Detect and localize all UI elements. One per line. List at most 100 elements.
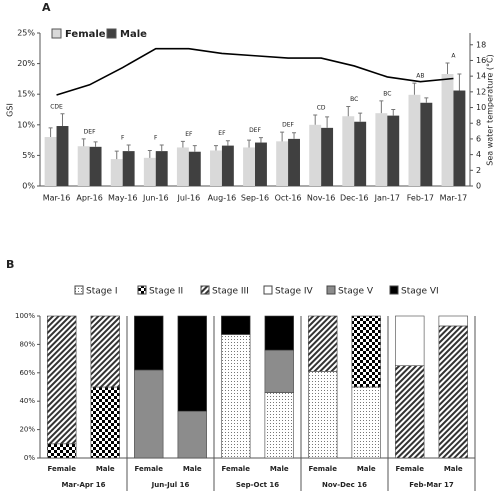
error-bar bbox=[379, 100, 384, 114]
error-bar bbox=[292, 132, 297, 139]
x-tick-label: Jul-16 bbox=[176, 194, 200, 203]
y-tick-label: 80% bbox=[19, 340, 35, 348]
y2-tick-label: 6 bbox=[476, 134, 481, 143]
bar-segment bbox=[47, 315, 77, 445]
error-bar bbox=[412, 82, 417, 95]
x-tick-label: Female bbox=[396, 465, 425, 473]
significance-label: DEF bbox=[282, 122, 294, 129]
y-tick-label: 15% bbox=[17, 90, 35, 99]
bar bbox=[210, 150, 222, 186]
error-bar bbox=[313, 114, 318, 125]
x-tick-label: Jun-16 bbox=[142, 194, 169, 203]
error-bar bbox=[48, 127, 53, 138]
bar-segment bbox=[308, 371, 338, 459]
y-tick-label: 0% bbox=[24, 454, 35, 462]
legend-label: Stage III bbox=[212, 287, 249, 297]
bar bbox=[255, 142, 267, 186]
error-bar bbox=[346, 105, 351, 117]
error-bar bbox=[247, 139, 252, 148]
significance-label: EF bbox=[185, 131, 193, 138]
x-tick-label: Dec-16 bbox=[340, 194, 369, 203]
y-tick-label: 0% bbox=[22, 182, 35, 191]
group-label: Sep-Oct 16 bbox=[236, 481, 279, 489]
bar-segment bbox=[47, 443, 77, 459]
x-tick-label: Male bbox=[96, 465, 115, 473]
error-bar bbox=[126, 144, 131, 152]
error-bar bbox=[192, 145, 197, 152]
x-tick-label: Male bbox=[444, 465, 463, 473]
x-tick-label: Female bbox=[222, 465, 251, 473]
legend-label: Stage V bbox=[338, 287, 374, 297]
error-bar bbox=[445, 62, 450, 75]
error-bar bbox=[81, 138, 86, 147]
y-tick-label: 40% bbox=[19, 397, 35, 405]
bar bbox=[110, 159, 123, 186]
bar bbox=[122, 151, 135, 186]
significance-label: F bbox=[154, 134, 158, 141]
error-bar bbox=[180, 140, 185, 148]
error-bar bbox=[225, 140, 230, 146]
bar bbox=[342, 116, 355, 186]
x-tick-label: Female bbox=[135, 465, 164, 473]
y-axis-label: GSI bbox=[6, 103, 15, 117]
bar bbox=[89, 146, 102, 186]
x-tick-label: Nov-16 bbox=[307, 194, 335, 203]
y2-tick-label: 0 bbox=[476, 182, 481, 191]
significance-label: CD bbox=[317, 105, 326, 112]
y2-tick-label: 8 bbox=[476, 119, 481, 128]
error-bar bbox=[93, 141, 98, 147]
bar-segment bbox=[134, 315, 164, 371]
legend-label: Stage IV bbox=[275, 287, 314, 297]
panel-label: A bbox=[42, 1, 51, 14]
bar-segment bbox=[264, 392, 294, 459]
y2-axis-label: Sea water temperature (°C) bbox=[486, 54, 495, 165]
x-tick-label: Oct-16 bbox=[275, 194, 302, 203]
bar-segment bbox=[308, 315, 338, 372]
bar-segment bbox=[221, 334, 251, 459]
bar bbox=[420, 102, 433, 186]
legend-label: Stage VI bbox=[401, 287, 439, 297]
bar-segment bbox=[438, 325, 468, 459]
error-bar bbox=[424, 97, 429, 103]
legend-label: Male bbox=[120, 29, 147, 40]
bar bbox=[44, 137, 57, 186]
legend-swatch bbox=[200, 285, 210, 295]
temperature-line bbox=[56, 47, 454, 96]
bar-segment bbox=[134, 369, 164, 459]
bar bbox=[354, 121, 367, 186]
error-bar bbox=[325, 116, 330, 128]
legend-swatch bbox=[326, 285, 336, 295]
y2-tick-label: 10 bbox=[476, 103, 486, 112]
bar-segment bbox=[264, 315, 294, 351]
x-tick-label: Apr-16 bbox=[76, 194, 102, 203]
significance-label: BC bbox=[350, 96, 358, 103]
significance-label: DEF bbox=[84, 128, 96, 135]
legend-swatch bbox=[51, 28, 62, 39]
bar bbox=[188, 151, 201, 186]
bar bbox=[176, 147, 189, 186]
bar-segment bbox=[395, 365, 425, 459]
significance-label: CDE bbox=[50, 103, 63, 110]
x-tick-label: Male bbox=[270, 465, 289, 473]
legend-swatch bbox=[137, 285, 147, 295]
bar bbox=[288, 138, 300, 186]
significance-label: A bbox=[451, 52, 456, 59]
x-tick-label: Female bbox=[309, 465, 338, 473]
y-tick-label: 25% bbox=[17, 29, 35, 38]
bar bbox=[143, 157, 156, 186]
error-bar bbox=[147, 150, 152, 158]
x-tick-label: Sep-16 bbox=[241, 194, 269, 203]
bar bbox=[408, 94, 421, 186]
group-label: Mar-Apr 16 bbox=[61, 481, 105, 489]
y2-tick-label: 2 bbox=[476, 166, 481, 175]
legend-label: Stage I bbox=[86, 287, 118, 297]
bar-segment bbox=[438, 315, 468, 327]
bar bbox=[77, 146, 90, 186]
x-tick-label: Mar-16 bbox=[43, 194, 71, 203]
legend-swatch bbox=[74, 285, 84, 295]
x-tick-label: May-16 bbox=[108, 194, 137, 203]
bar-segment bbox=[177, 315, 207, 412]
bar-segment bbox=[177, 410, 207, 459]
significance-label: DEF bbox=[249, 127, 261, 134]
bar-segment bbox=[221, 315, 251, 335]
